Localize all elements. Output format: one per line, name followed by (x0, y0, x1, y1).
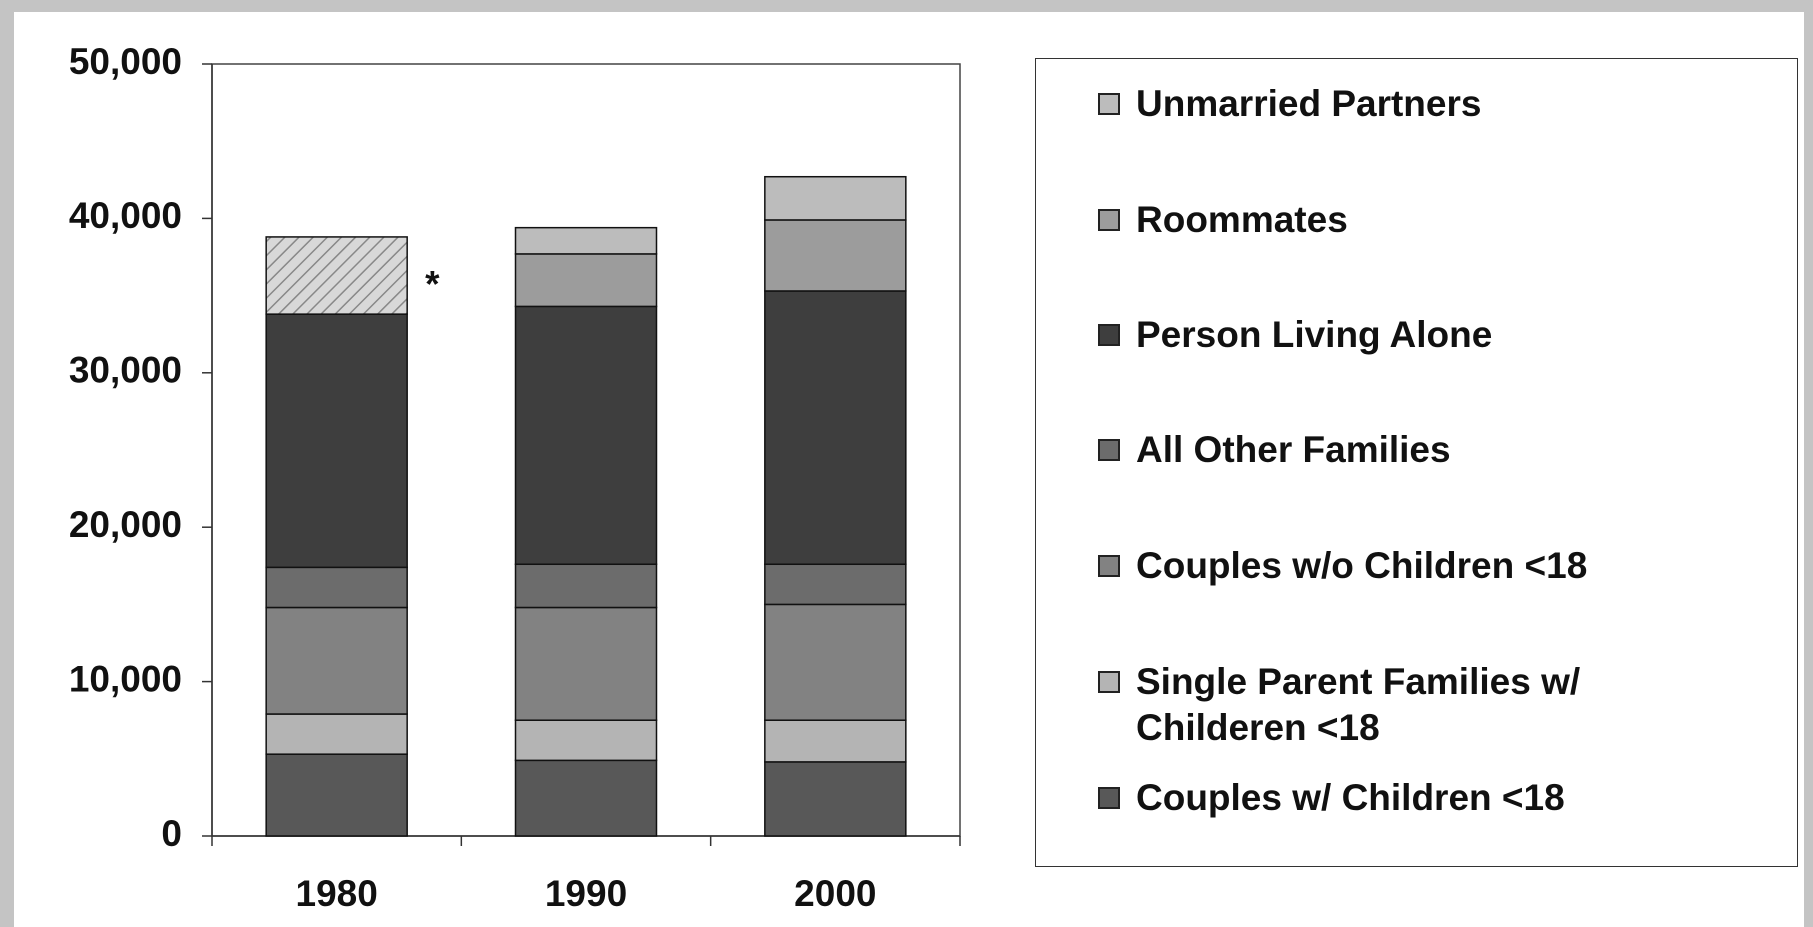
legend-swatch (1098, 93, 1120, 115)
bar-segment (514, 759, 658, 837)
legend: Unmarried Partners Roommates Person Living… (1035, 58, 1798, 867)
y-tick-label: 20,000 (69, 504, 182, 545)
bar-segment (764, 290, 907, 566)
x-tick-label: 1980 (296, 873, 378, 914)
bar-segment (514, 606, 658, 721)
bar-segment (265, 566, 408, 609)
legend-swatch (1098, 671, 1120, 693)
y-tick-label: 0 (161, 813, 182, 854)
legend-label: Single Parent Families w/ Childeren <18 (1136, 661, 1581, 748)
legend-label: Unmarried Partners (1136, 83, 1482, 124)
x-tick-label: 1990 (545, 873, 627, 914)
legend-label: Roommates (1136, 199, 1348, 240)
bar-segment (764, 719, 907, 763)
legend-label: Person Living Alone (1136, 314, 1493, 355)
legend-label: Couples w/ Children <18 (1136, 777, 1565, 818)
legend-swatch (1098, 439, 1120, 461)
legend-swatch (1098, 787, 1120, 809)
legend-entry: Unmarried Partners (1098, 81, 1696, 127)
bar-segment (764, 175, 907, 221)
bar-segment (764, 761, 907, 837)
bar-segment (514, 226, 658, 255)
bar-segment (265, 753, 408, 837)
legend-entry: Roommates (1098, 197, 1696, 243)
legend-entry: Couples w/o Children <18 (1098, 543, 1696, 589)
legend-swatch (1098, 324, 1120, 346)
bar-segment (514, 305, 658, 566)
legend-entry: All Other Families (1098, 427, 1696, 473)
bar-segment (764, 219, 907, 292)
legend-swatch (1098, 555, 1120, 577)
bar-segment (514, 719, 658, 762)
bar-segment (764, 603, 907, 721)
legend-entry: Single Parent Families w/ Childeren <18 (1098, 659, 1696, 751)
annotation: * (425, 264, 440, 305)
legend-entry: Person Living Alone (1098, 312, 1696, 358)
y-tick-label: 30,000 (69, 350, 182, 391)
bar-segment (514, 563, 658, 609)
legend-label: Couples w/o Children <18 (1136, 545, 1588, 586)
y-tick-label: 50,000 (69, 41, 182, 82)
y-tick-label: 10,000 (69, 658, 182, 699)
bar-segment (764, 563, 907, 606)
bar-segment (265, 313, 408, 569)
legend-label: All Other Families (1136, 429, 1451, 470)
x-tick-label: 2000 (794, 873, 876, 914)
page: 0 10,000 20,000 30,000 40,000 50,000 1980 * 1990… (14, 12, 1804, 927)
legend-entry: Couples w/ Children <18 (1098, 775, 1696, 821)
y-tick-label: 40,000 (69, 195, 182, 236)
bar-segment (514, 253, 658, 308)
bar-segment (265, 713, 408, 755)
chart: 0 10,000 20,000 30,000 40,000 50,000 1980 * 1990… (69, 41, 961, 914)
bar-segment (265, 606, 408, 715)
bar-segment (265, 236, 408, 315)
legend-swatch (1098, 209, 1120, 231)
